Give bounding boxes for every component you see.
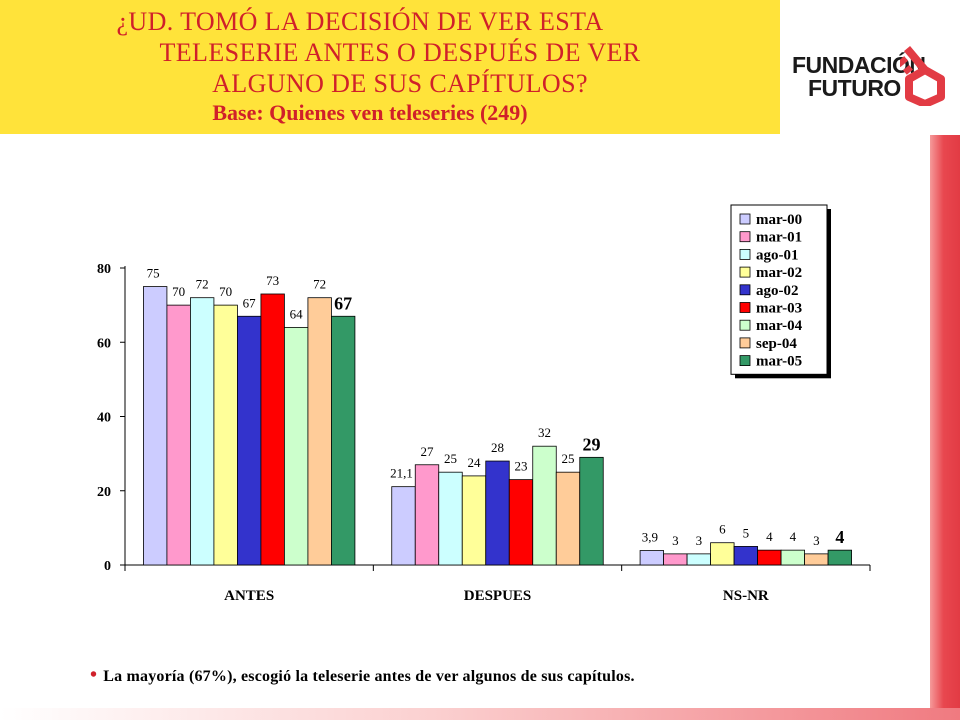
footnote-text: La mayoría (67%), escogió la teleserie a… <box>103 668 635 685</box>
bar-mar-03-ns-nr <box>757 549 782 566</box>
y-tick-label: 40 <box>97 411 111 426</box>
bar-mar-05-antes <box>331 315 356 566</box>
bar-mar-00-ns-nr <box>639 550 664 566</box>
logo-line-1: FUNDACIÓN <box>792 52 926 78</box>
data-label-mar-00-ns-nr: 3,9 <box>642 530 658 545</box>
logo-text: FUNDACIÓN FUTURO <box>792 54 926 100</box>
data-label-mar-00-despues: 21,1 <box>390 466 413 481</box>
data-label-mar-00-antes: 75 <box>147 266 160 281</box>
decorative-bottom-strip <box>0 708 960 720</box>
bar-ago-02-ns-nr <box>733 546 758 566</box>
bar-mar-01-despues <box>414 464 440 566</box>
data-label-mar-03-despues: 23 <box>515 459 528 474</box>
data-label-ago-01-antes: 72 <box>196 277 209 292</box>
bar-mar-01-antes <box>166 304 191 566</box>
bar-ago-02-despues <box>485 460 510 566</box>
legend-label-mar-03: mar-03 <box>756 301 802 317</box>
bar-mar-02-antes <box>213 304 238 566</box>
data-label-ago-02-ns-nr: 5 <box>743 525 750 540</box>
legend-swatch-mar-01 <box>739 231 751 243</box>
legend-label-mar-01: mar-01 <box>756 230 802 246</box>
legend-swatch-mar-03 <box>739 302 751 313</box>
data-label-mar-05-despues: 29 <box>583 434 601 454</box>
bar-mar-05-despues <box>579 456 604 566</box>
category-label-antes: ANTES <box>224 588 274 604</box>
chart-subtitle: Base: Quienes ven teleseries (249) <box>212 100 528 125</box>
legend-swatch-mar-02 <box>739 266 751 278</box>
category-label-ns-nr: NS-NR <box>723 588 769 604</box>
bar-mar-04-antes <box>284 326 309 566</box>
data-label-ago-02-despues: 28 <box>491 440 504 455</box>
bullet-icon: • <box>90 664 98 686</box>
logo-line-2: FUTURO <box>808 75 901 101</box>
legend-label-ago-02: ago-02 <box>756 283 799 299</box>
data-label-mar-04-antes: 64 <box>290 306 304 321</box>
legend-label-mar-02: mar-02 <box>756 265 802 281</box>
data-label-sep-04-despues: 25 <box>562 451 575 466</box>
bar-sep-04-despues <box>555 471 581 566</box>
decorative-right-strip <box>930 135 960 720</box>
legend-label-mar-05: mar-05 <box>756 354 802 370</box>
bar-ago-01-despues <box>438 471 463 566</box>
legend-swatch-mar-04 <box>739 319 751 331</box>
title-line-3: ALGUNO DE SUS CAPÍTULOS? <box>212 69 588 98</box>
title-line-2: TELESERIE ANTES O DESPUÉS DE VER <box>159 38 641 67</box>
data-label-mar-03-ns-nr: 4 <box>766 529 773 544</box>
legend-swatch-ago-02 <box>739 284 751 296</box>
bar-mar-05-ns-nr <box>827 549 852 566</box>
bar-mar-02-ns-nr <box>710 542 735 566</box>
bar-ago-01-antes <box>190 297 215 566</box>
bar-mar-01-ns-nr <box>663 553 688 566</box>
bar-mar-00-antes <box>143 286 168 566</box>
legend-swatch-ago-01 <box>739 248 751 260</box>
data-label-sep-04-antes: 72 <box>313 277 326 292</box>
y-tick-label: 20 <box>97 485 111 500</box>
data-label-mar-02-despues: 24 <box>468 455 482 470</box>
data-label-mar-01-ns-nr: 3 <box>672 533 679 548</box>
y-tick-label: 0 <box>104 559 111 574</box>
data-label-mar-03-antes: 73 <box>266 273 279 288</box>
legend-swatch-mar-05 <box>739 355 751 367</box>
legend-label-mar-00: mar-00 <box>756 212 802 228</box>
fundacion-futuro-logo: FUNDACIÓN FUTURO <box>790 36 950 106</box>
bar-mar-03-antes <box>260 293 285 566</box>
bar-sep-04-antes <box>307 297 332 566</box>
legend-swatch-sep-04 <box>739 337 751 349</box>
category-label-despues: DESPUES <box>464 588 532 604</box>
data-label-mar-04-despues: 32 <box>538 425 551 440</box>
key-icon <box>900 45 945 106</box>
data-label-mar-04-ns-nr: 4 <box>790 529 797 544</box>
title-line-1: ¿UD. TOMÓ LA DECISIÓN DE VER ESTA <box>116 7 604 36</box>
bar-ago-01-ns-nr <box>686 553 711 566</box>
footnote: • La mayoría (67%), escogió la teleserie … <box>90 664 635 687</box>
legend-label-sep-04: sep-04 <box>756 336 797 352</box>
bar-mar-02-despues <box>461 475 487 566</box>
data-label-mar-01-despues: 27 <box>421 444 435 459</box>
data-label-mar-05-antes: 67 <box>334 293 352 313</box>
y-tick-label: 60 <box>97 336 111 351</box>
y-tick-label: 80 <box>97 262 111 277</box>
data-label-mar-02-antes: 70 <box>219 284 232 299</box>
data-label-mar-05-ns-nr: 4 <box>835 527 844 547</box>
bar-ago-02-antes <box>237 315 262 566</box>
legend-swatch-mar-00 <box>739 213 751 225</box>
data-label-sep-04-ns-nr: 3 <box>813 533 820 548</box>
bar-mar-04-despues <box>532 445 557 566</box>
bar-sep-04-ns-nr <box>804 553 829 566</box>
data-label-mar-01-antes: 70 <box>172 284 185 299</box>
data-label-ago-01-ns-nr: 3 <box>696 533 703 548</box>
legend-label-ago-01: ago-01 <box>756 247 799 263</box>
data-label-ago-02-antes: 67 <box>243 295 257 310</box>
title-box: ¿UD. TOMÓ LA DECISIÓN DE VER ESTA TELESE… <box>0 0 780 134</box>
bar-mar-00-despues <box>391 486 416 566</box>
data-label-mar-02-ns-nr: 6 <box>719 522 726 537</box>
chart-legend: mar-00mar-01ago-01mar-02ago-02mar-03mar-… <box>730 204 831 379</box>
legend-label-mar-04: mar-04 <box>756 318 803 334</box>
bar-mar-03-despues <box>508 479 534 566</box>
data-label-ago-01-despues: 25 <box>444 451 457 466</box>
bar-mar-04-ns-nr <box>780 549 805 566</box>
